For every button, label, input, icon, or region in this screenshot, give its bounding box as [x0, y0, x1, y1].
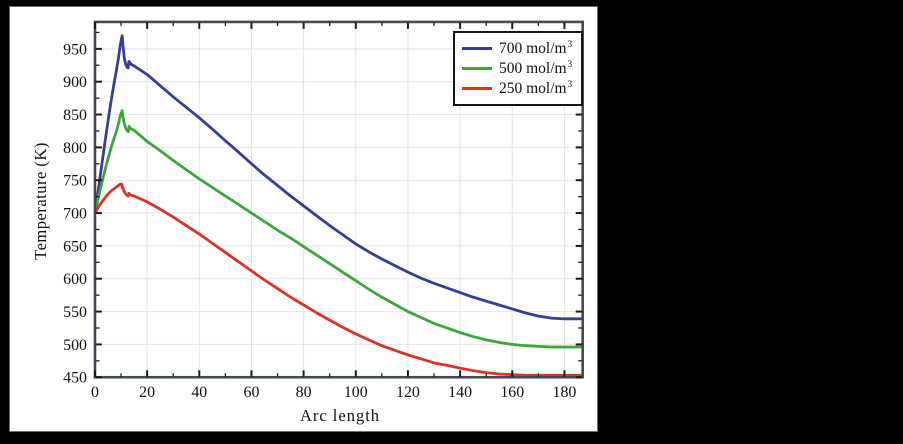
svg-text:500: 500 [63, 337, 87, 354]
svg-text:120: 120 [396, 384, 420, 401]
series-line-250 [93, 182, 584, 377]
svg-text:0: 0 [91, 384, 99, 401]
legend-line-swatch-250 [462, 86, 492, 90]
legend: 700 mol/m3 500 mol/m3 250 mol/m3 [453, 31, 583, 106]
svg-text:600: 600 [63, 271, 87, 288]
svg-text:20: 20 [139, 384, 155, 401]
legend-label-500: 500 mol/m3 [499, 58, 573, 77]
legend-label-250: 250 mol/m3 [499, 78, 573, 97]
legend-line-swatch-500 [462, 66, 492, 70]
legend-line-swatch-700 [462, 46, 492, 50]
svg-text:950: 950 [63, 41, 87, 58]
y-axis-title: Temperature (K) [31, 142, 50, 260]
legend-item-700: 700 mol/m3 [462, 38, 574, 58]
axis-ticks [93, 22, 583, 379]
svg-text:800: 800 [63, 140, 87, 157]
svg-text:450: 450 [63, 370, 87, 387]
plot-frame [93, 20, 584, 379]
svg-text:550: 550 [63, 304, 87, 321]
svg-text:900: 900 [63, 74, 87, 91]
x-axis-title: Arc length [299, 406, 381, 425]
svg-text:80: 80 [296, 384, 312, 401]
line-chart: 0 20 40 60 80 100 120 140 160 180 450 500 550 600 650 7… [63, 20, 584, 401]
svg-text:750: 750 [63, 173, 87, 190]
svg-text:180: 180 [552, 384, 576, 401]
series-lines [93, 34, 584, 377]
svg-text:60: 60 [244, 384, 260, 401]
legend-label-700: 700 mol/m3 [499, 38, 573, 57]
svg-text:100: 100 [344, 384, 368, 401]
svg-text:850: 850 [63, 107, 87, 124]
figure-panel: 0 20 40 60 80 100 120 140 160 180 450 500 550 600 650 7… [9, 6, 598, 432]
svg-text:700: 700 [63, 206, 87, 223]
x-tick-labels: 0 20 40 60 80 100 120 140 160 180 [91, 384, 576, 401]
svg-text:650: 650 [63, 238, 87, 255]
svg-text:160: 160 [500, 384, 524, 401]
y-tick-labels: 450 500 550 600 650 700 750 800 850 900 950 [63, 41, 87, 386]
svg-text:40: 40 [191, 384, 207, 401]
legend-item-500: 500 mol/m3 [462, 58, 574, 78]
svg-text:140: 140 [448, 384, 472, 401]
series-line-700 [93, 34, 584, 321]
plot-grid [94, 21, 583, 378]
legend-item-250: 250 mol/m3 [462, 78, 574, 98]
series-line-500 [93, 109, 584, 349]
